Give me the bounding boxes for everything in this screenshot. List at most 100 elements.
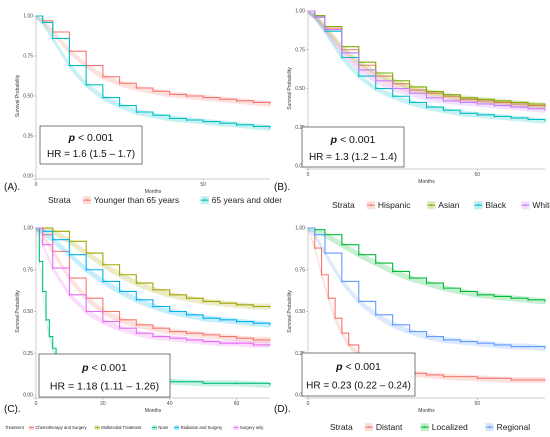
y-tick-label: 1.00 [23, 14, 33, 20]
legend: Treatment + Chemotherapy and Surgery + Multi… [5, 425, 264, 431]
stats-annotation-box [301, 126, 405, 168]
p-value-text: p < 0.001 [68, 132, 114, 144]
legend-entry-label: White [532, 200, 550, 210]
legend-entry-label: Hispanic [378, 200, 411, 210]
x-axis-title: Months [145, 408, 162, 414]
x-tick-label: 20 [100, 401, 106, 407]
p-value-text: p < 0.001 [335, 361, 381, 373]
y-axis-title: Survival Probability [15, 290, 21, 333]
legend-key-plus: + [367, 425, 371, 431]
y-tick-label: 0.75 [295, 267, 305, 273]
y-tick-label: 0.75 [23, 54, 33, 60]
legend-key-plus: + [488, 425, 492, 431]
legend-title: Treatment [5, 425, 25, 430]
x-axis-title: Months [418, 408, 435, 414]
y-axis-title: Survival Probability [287, 290, 293, 333]
x-tick-label: 60 [234, 401, 240, 407]
legend-key-plus: + [369, 203, 373, 209]
stats-annotation-box [301, 352, 416, 397]
survival-curve-regional [308, 227, 546, 349]
x-tick-label: 0 [307, 401, 310, 407]
hazard-ratio-text: HR = 1.18 (1.11 – 1.26) [50, 380, 159, 392]
legend-key-plus: + [477, 203, 481, 209]
confidence-band [36, 228, 270, 348]
legend-entry-label: Asian [438, 200, 460, 210]
y-axis-title: Survival Probability [15, 74, 21, 117]
legend-entry-label: 65 years and older [212, 195, 283, 205]
confidence-band [308, 11, 545, 110]
panel-label: (C). [4, 404, 21, 415]
y-tick-label: 0.50 [23, 94, 33, 100]
y-tick-label: 0.00 [295, 164, 305, 170]
panel-label: (D). [274, 404, 291, 415]
legend-key-plus: + [96, 426, 98, 430]
y-tick-label: 1.00 [23, 226, 33, 232]
x-axis-title: Months [145, 189, 162, 195]
y-tick-label: 0.50 [23, 309, 33, 315]
y-tick-label: 0.00 [23, 393, 33, 399]
hazard-ratio-text: HR = 0.23 (0.22 – 0.24) [306, 380, 411, 391]
y-tick-label: 0.25 [295, 351, 305, 357]
legend-entry-label: Regional [497, 422, 531, 432]
legend: Strata + Hispanic + Asian + Black + White [332, 200, 550, 210]
survival-curve-65-years-and-older [36, 15, 271, 128]
legend-entry-label: Distant [376, 422, 403, 432]
legend-key-plus: + [423, 425, 427, 431]
hazard-ratio-text: HR = 1.3 (1.2 – 1.4) [309, 152, 397, 163]
x-tick-label: 50 [200, 182, 206, 188]
x-tick-label: 50 [475, 401, 481, 407]
legend-key-plus: + [175, 426, 177, 430]
y-tick-label: 0.50 [295, 86, 305, 92]
p-value-text: p < 0.001 [81, 362, 127, 374]
panel-label: (A). [4, 182, 20, 193]
x-tick-label: 0 [35, 401, 38, 407]
panel-d: 0.00 0.25 0.50 0.75 1.00 0 50 Months Survival Pr… [274, 226, 546, 432]
legend-entry-label: Black [485, 200, 507, 210]
stats-annotation-box [39, 125, 143, 165]
legend-title: Strata [330, 422, 353, 432]
survival-curve-younger-than-65-years [36, 15, 271, 104]
legend-entry-label: Younger than 65 years [94, 195, 179, 205]
x-tick-label: 50 [475, 172, 481, 178]
legend-key-plus: + [30, 426, 32, 430]
legend-title: Strata [332, 200, 355, 210]
legend-key-plus: + [429, 203, 433, 209]
y-tick-label: 0.75 [23, 267, 33, 273]
legend-entry-label: Localized [432, 422, 468, 432]
stats-annotation-box [38, 353, 171, 398]
panel-c: 0.00 0.25 0.50 0.75 1.00 0 20 40 60 Months Surviva… [4, 226, 271, 431]
panel-label: (B). [274, 182, 290, 193]
panel-a: 0.00 0.25 0.50 0.75 1.00 0 50 Months Survival Pr… [4, 14, 282, 205]
p-value-text: p < 0.001 [330, 134, 376, 146]
survival-curve-white [308, 10, 546, 111]
survival-curve-asian [308, 10, 546, 106]
y-tick-label: 1.00 [295, 9, 305, 15]
y-tick-label: 0.75 [295, 47, 305, 53]
y-tick-label: 0.25 [23, 134, 33, 140]
x-tick-label: 0 [35, 182, 38, 188]
legend-key-plus: + [203, 198, 207, 204]
x-tick-label: 0 [307, 172, 310, 178]
hazard-ratio-text: HR = 1.6 (1.5 – 1.7) [47, 149, 135, 160]
y-tick-label: 0.25 [295, 125, 305, 131]
x-tick-label: 40 [167, 401, 173, 407]
legend-key-plus: + [85, 198, 89, 204]
legend: Strata + Distant + Localized + Regional [330, 422, 530, 432]
legend-entry-label: None [158, 425, 169, 430]
x-axis-title: Months [418, 179, 435, 185]
legend-entry-label: Multimodal Treatment [101, 425, 142, 430]
y-tick-label: 0.00 [23, 174, 33, 180]
legend-key-plus: + [524, 203, 528, 209]
y-tick-label: 0.00 [295, 393, 305, 399]
survival-curve-multimodal-treatment [36, 227, 270, 308]
y-axis-title: Survival Probability [287, 67, 293, 110]
confidence-band [308, 228, 545, 305]
confidence-band [36, 228, 270, 310]
confidence-band [36, 228, 270, 328]
legend-key-plus: + [153, 426, 155, 430]
survival-curve-radiation-and-surgery [36, 227, 271, 325]
y-tick-label: 0.25 [23, 351, 33, 357]
legend-entry-label: Chemotherapy and Surgery [35, 425, 87, 430]
y-tick-label: 1.00 [295, 226, 305, 232]
